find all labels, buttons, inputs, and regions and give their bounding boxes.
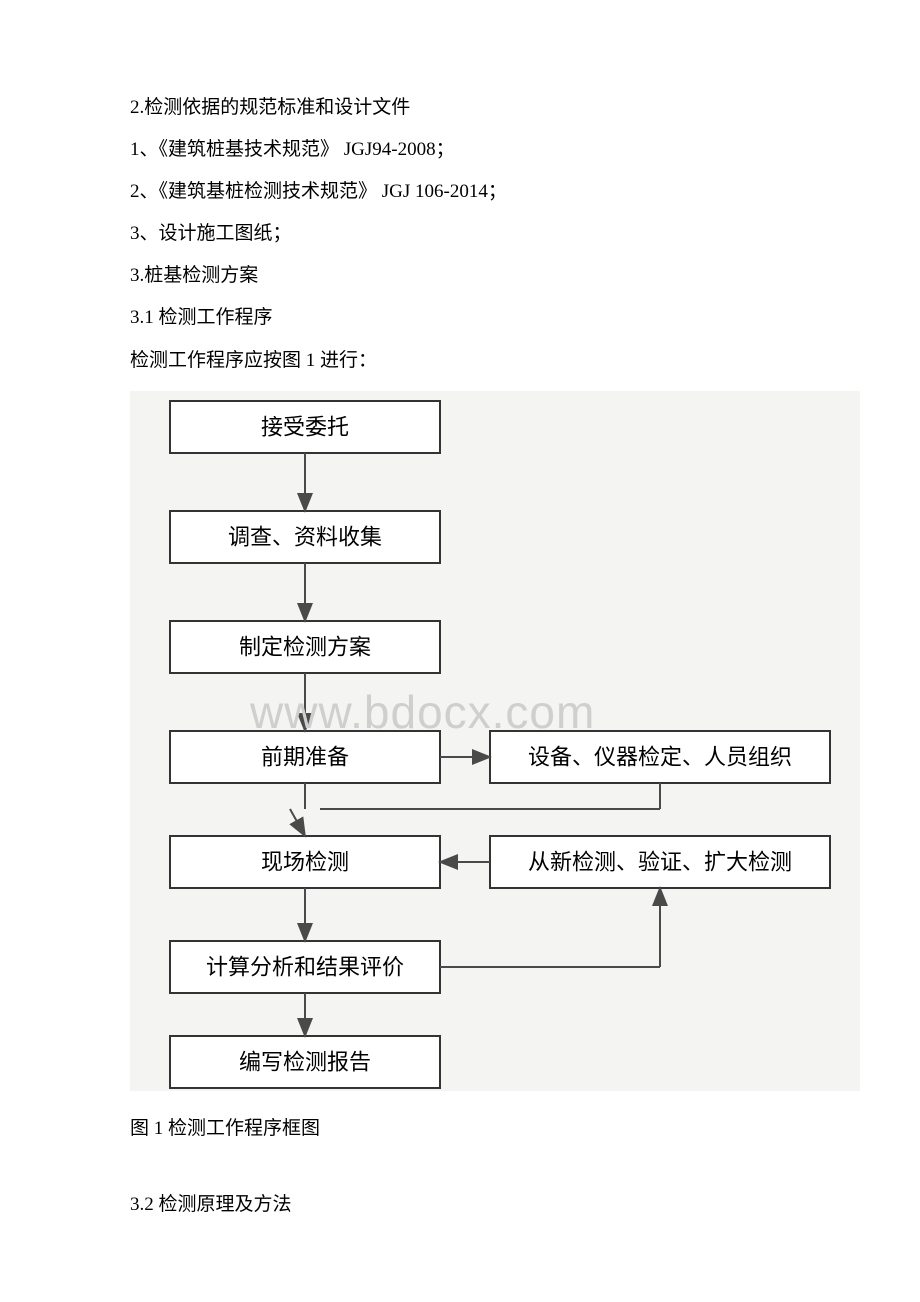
flowchart-node-label-n1: 接受委托 [261,414,349,439]
figure-caption: 图 1 检测工作程序框图 [130,1111,790,1147]
flowchart-node-label-n6: 现场检测 [261,849,349,874]
flowchart-node-label-n3: 制定检测方案 [239,634,371,659]
heading-3: 3.桩基检测方案 [130,258,790,294]
flowchart-node-label-n7: 从新检测、验证、扩大检测 [528,849,792,874]
heading-3-2: 3.2 检测原理及方法 [130,1187,790,1223]
flowchart-node-label-n8: 计算分析和结果评价 [206,954,404,979]
list-item-2: 2、《建筑基桩检测技术规范》 JGJ 106-2014； [130,174,790,210]
list-item-1: 1、《建筑桩基技术规范》 JGJ94-2008； [130,132,790,168]
paragraph: 检测工作程序应按图 1 进行： [130,343,790,379]
flowchart-container: www.bdocx.com 接受委托调查、资料收集制定检测方案前期准备设备、仪器… [130,391,790,1091]
list-item-3: 3、设计施工图纸； [130,216,790,252]
heading-3-1: 3.1 检测工作程序 [130,300,790,336]
flowchart-node-label-n9: 编写检测报告 [239,1049,371,1074]
flowchart-node-label-n2: 调查、资料收集 [228,524,382,549]
watermark-text: www.bdocx.com [250,669,595,756]
heading-2: 2.检测依据的规范标准和设计文件 [130,90,790,126]
